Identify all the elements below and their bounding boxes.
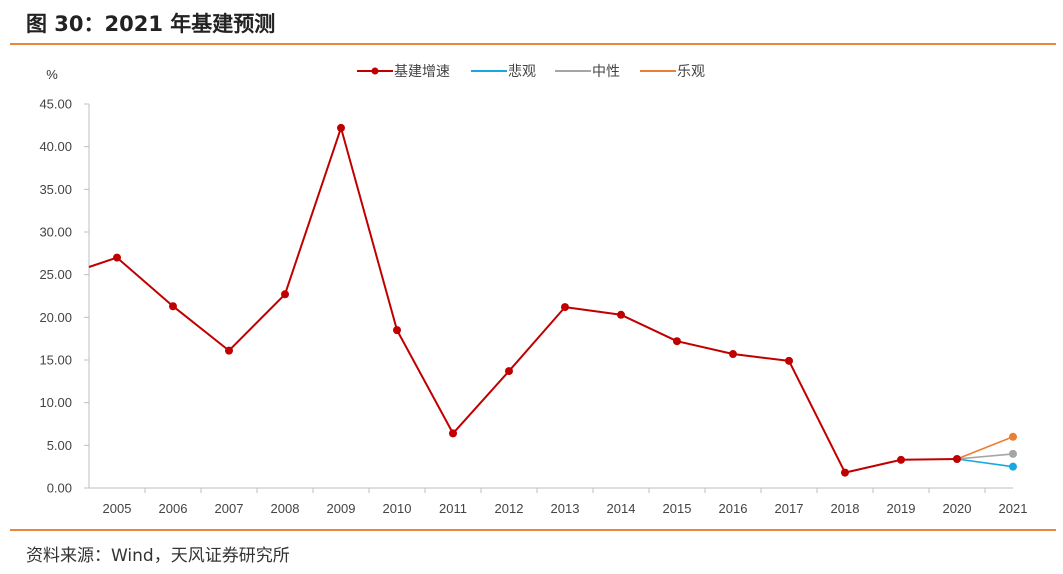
data-point: [169, 302, 177, 311]
legend-item: 悲观: [471, 63, 536, 80]
x-tick-label: 2018: [831, 501, 860, 516]
data-point: [673, 337, 681, 346]
data-point: [897, 455, 905, 464]
x-tick-label: 2013: [551, 501, 580, 516]
series-3: [956, 432, 1017, 460]
x-tick-label: 2011: [439, 501, 467, 516]
legend-item: 乐观: [640, 64, 705, 80]
series-2: [956, 449, 1017, 460]
data-point: [1009, 449, 1017, 458]
y-tick-label: 0.00: [47, 481, 72, 496]
data-point: [841, 468, 849, 477]
y-tick-label: 5.00: [47, 438, 72, 453]
legend-label: 基建增速: [394, 63, 450, 80]
axes: 0.00 5.00 10.00 15.00 20.00 25.00 30.00 35.00 40…: [39, 67, 1027, 516]
y-tick-label: 15.00: [39, 353, 72, 368]
x-tick-label: 2019: [887, 501, 916, 516]
data-point: [617, 310, 625, 319]
data-point: [225, 346, 233, 355]
legend-label: 乐观: [677, 64, 705, 80]
legend-label: 悲观: [508, 63, 536, 80]
header-divider: [10, 43, 1056, 45]
series: [88, 123, 1017, 477]
line-chart: 0.00 5.00 10.00 15.00 20.00 25.00 30.00 35.00 40…: [39, 63, 1027, 516]
y-tick-label: 25.00: [39, 267, 72, 282]
data-point: [281, 290, 289, 299]
data-point: [337, 123, 345, 132]
page-title: 图 30：2021 年基建预测: [26, 12, 276, 36]
x-tick-label: 2014: [607, 501, 636, 516]
x-tick-label: 2020: [943, 501, 972, 516]
x-tick-label: 2017: [775, 501, 804, 516]
x-tick-label: 2008: [271, 501, 300, 516]
y-tick-label: 45.00: [39, 97, 72, 112]
data-point: [1009, 432, 1017, 441]
x-tick-label: 2012: [495, 501, 524, 516]
x-tick-label: 2015: [663, 501, 692, 516]
data-point: [449, 429, 457, 438]
series-line: [88, 126, 958, 474]
data-point: [1009, 462, 1017, 471]
series-line: [956, 453, 1014, 460]
legend-swatch-marker: [371, 67, 379, 75]
data-point: [561, 303, 569, 312]
x-tick-label: 2009: [327, 501, 356, 516]
series-line: [956, 436, 1014, 460]
legend-item: 基建增速: [357, 63, 450, 80]
x-tick-label: 2005: [103, 501, 132, 516]
series-line: [956, 458, 1014, 468]
y-tick-label: 35.00: [39, 182, 72, 197]
x-tick-label: 2021: [999, 501, 1028, 516]
y-tick-label: 10.00: [39, 395, 72, 410]
data-point: [393, 326, 401, 335]
data-point: [785, 356, 793, 365]
data-point: [729, 350, 737, 359]
legend-label: 中性: [592, 64, 620, 80]
source-note: 资料来源：Wind，天风证券研究所: [26, 546, 290, 566]
data-point: [505, 367, 513, 376]
data-point: [113, 253, 121, 262]
legend: 基建增速 悲观 中性 乐观: [357, 63, 705, 80]
x-tick-label: 2006: [159, 501, 188, 516]
legend-item: 中性: [555, 64, 620, 80]
footer-divider: [10, 529, 1056, 531]
y-tick-label: 20.00: [39, 310, 72, 325]
y-tick-label: 40.00: [39, 139, 72, 154]
x-tick-label: 2007: [215, 501, 244, 516]
data-point: [953, 454, 961, 463]
series-0: [88, 123, 961, 477]
y-tick-label: 30.00: [39, 225, 72, 240]
series-1: [956, 458, 1017, 471]
x-tick-label: 2010: [383, 501, 412, 516]
x-tick-label: 2016: [719, 501, 748, 516]
y-axis-unit: %: [46, 67, 58, 82]
